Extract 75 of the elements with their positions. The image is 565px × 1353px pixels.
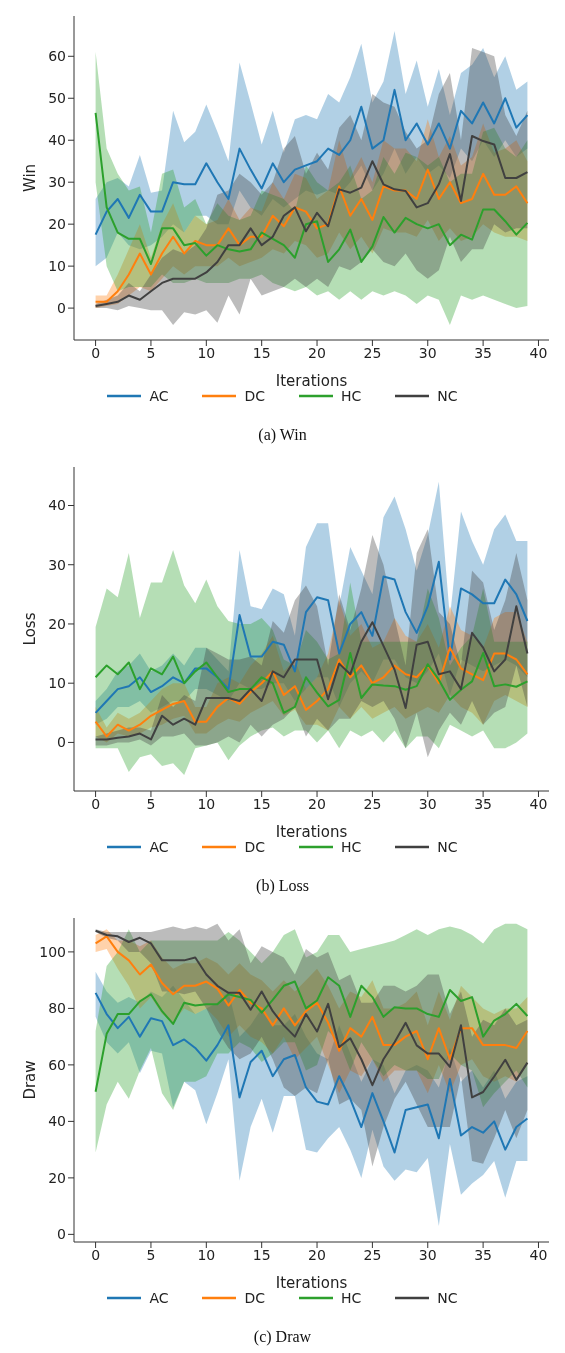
legend-label: HC [341, 1290, 362, 1306]
line-series [94, 560, 529, 714]
y-tick-label: 40 [48, 132, 66, 149]
text: (c) Draw [252, 1328, 313, 1346]
line-series [94, 168, 529, 303]
x-tick-label: 30 [418, 795, 437, 812]
y-tick-label: 20 [48, 216, 66, 233]
x-tick-label: 5 [146, 795, 156, 812]
x-tick-label: 5 [146, 1246, 156, 1263]
x-axis-title: Iterations [275, 1274, 348, 1292]
legend-label: DC [244, 1290, 266, 1306]
x-tick-label: 20 [308, 795, 326, 812]
y-axis-title: Win [21, 163, 40, 193]
x-axis-title: Iterations [275, 372, 348, 390]
y-tick-label: 100 [39, 943, 66, 960]
line-series [94, 88, 529, 236]
y-tick-label: 0 [57, 300, 66, 317]
y-tick-label: 0 [57, 734, 66, 751]
x-axis-title: Iterations [275, 823, 348, 841]
text: (b) Loss [255, 877, 310, 895]
legend-label: AC [149, 388, 169, 404]
line-series [94, 991, 529, 1154]
legend-label: HC [341, 839, 362, 855]
y-tick-label: 30 [48, 556, 66, 573]
legend-label: NC [437, 1290, 458, 1306]
x-tick-label: 40 [529, 1246, 548, 1263]
x-tick-label: 0 [91, 795, 101, 812]
x-tick-label: 20 [308, 1246, 326, 1263]
x-tick-label: 10 [197, 795, 216, 812]
y-tick-label: 60 [48, 48, 66, 65]
x-tick-label: 40 [529, 344, 548, 361]
y-axis-title: Loss [21, 612, 40, 646]
y-axis-title: Draw [21, 1060, 40, 1100]
y-tick-label: 60 [48, 1056, 66, 1073]
x-tick-label: 5 [146, 344, 156, 361]
x-tick-label: 25 [363, 1246, 382, 1263]
line-series [94, 935, 529, 1061]
x-tick-label: 30 [418, 1246, 437, 1263]
y-tick-label: 0 [57, 1226, 66, 1243]
y-tick-label: 20 [48, 1169, 66, 1186]
x-tick-label: 35 [474, 344, 493, 361]
x-tick-label: 35 [474, 795, 493, 812]
y-tick-label: 40 [48, 1113, 66, 1130]
x-tick-label: 40 [529, 795, 548, 812]
y-tick-label: 30 [48, 174, 66, 191]
x-tick-label: 25 [363, 795, 382, 812]
x-tick-label: 20 [308, 344, 326, 361]
legend-label: NC [437, 839, 458, 855]
x-tick-label: 0 [91, 1246, 101, 1263]
legend-label: AC [149, 839, 169, 855]
x-tick-label: 35 [474, 1246, 493, 1263]
y-tick-label: 40 [48, 497, 66, 514]
x-tick-label: 15 [252, 1246, 271, 1263]
x-tick-label: 30 [418, 344, 437, 361]
line-series [94, 646, 529, 738]
y-tick-label: 10 [48, 258, 66, 275]
legend-label: DC [244, 839, 266, 855]
x-tick-label: 25 [363, 344, 382, 361]
legend-label: NC [437, 388, 458, 404]
x-tick-label: 10 [197, 344, 216, 361]
line-series [94, 976, 529, 1093]
x-tick-label: 0 [91, 344, 101, 361]
y-tick-label: 80 [48, 1000, 66, 1017]
line-series [94, 111, 529, 266]
legend-label: AC [149, 1290, 169, 1306]
x-tick-label: 15 [252, 795, 271, 812]
line-series [94, 651, 529, 714]
y-tick-label: 50 [48, 90, 66, 107]
legend-label: DC [244, 388, 266, 404]
x-tick-label: 10 [197, 1246, 216, 1263]
legend-label: HC [341, 388, 362, 404]
text: (a) Win [257, 426, 308, 444]
x-tick-label: 15 [252, 344, 271, 361]
y-tick-label: 20 [48, 615, 66, 632]
y-tick-label: 10 [48, 675, 66, 692]
